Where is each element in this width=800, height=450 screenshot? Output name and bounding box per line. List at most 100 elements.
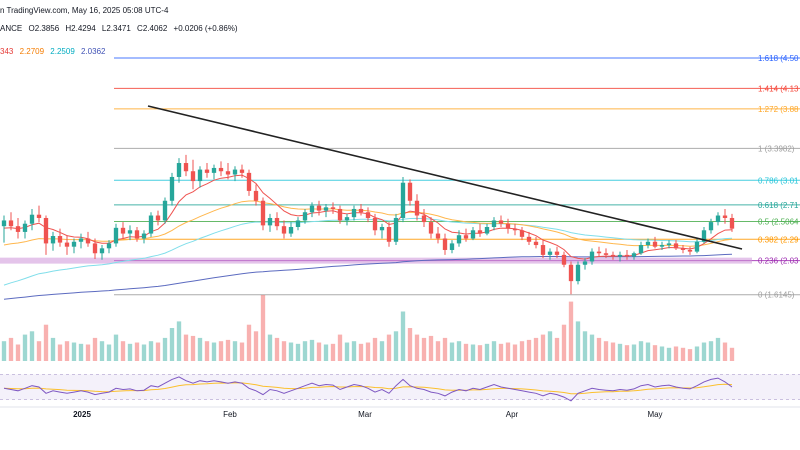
volume-bar — [232, 341, 238, 361]
candle-body — [582, 261, 588, 265]
volume-bar — [512, 344, 518, 361]
volume-bar — [260, 295, 266, 361]
volume-bar — [8, 337, 14, 361]
volume-bar — [15, 344, 21, 361]
volume-bar — [505, 342, 511, 361]
candle-body — [183, 163, 189, 172]
volume-bar — [64, 341, 70, 361]
fib-label-9: 0 (1.6145) — [758, 291, 795, 300]
candle-body — [414, 200, 420, 216]
volume-bar — [85, 344, 91, 361]
candle-body — [652, 241, 658, 247]
fib-label-2: 1.272 (3.88 — [758, 105, 799, 114]
candle-body — [253, 190, 259, 201]
candle-body — [239, 169, 245, 173]
volume-bar — [442, 337, 448, 361]
candle-body — [554, 251, 560, 255]
candle-body — [715, 215, 721, 223]
candle-body — [456, 235, 462, 244]
volume-bar — [204, 341, 210, 361]
candle-body — [435, 233, 441, 239]
volume-bar — [477, 345, 483, 361]
volume-bar — [568, 301, 574, 361]
candle-body — [134, 230, 140, 239]
volume-bar — [533, 337, 539, 361]
x-tick-label: Apr — [506, 410, 519, 419]
volume-bar — [484, 343, 490, 361]
candle-body — [379, 227, 385, 231]
volume-bar — [449, 342, 455, 361]
volume-bar — [722, 342, 728, 361]
volume-bar — [316, 342, 322, 361]
candle-body — [211, 167, 217, 173]
volume-bar — [162, 337, 168, 361]
candle-body — [148, 215, 154, 234]
volume-bar — [295, 343, 301, 361]
volume-bar — [372, 337, 378, 361]
volume-bar — [330, 343, 336, 361]
low-value: L2.3471 — [101, 24, 131, 33]
volume-bar — [134, 342, 140, 361]
ema-mid-value: 2.2709 — [19, 47, 45, 56]
candle-body — [64, 242, 70, 247]
candle-body — [659, 245, 665, 247]
change-value: +0.0206 (+0.86%) — [173, 24, 238, 33]
fib-label-3: 1 (3.3982) — [758, 144, 795, 153]
open-value: O2.3856 — [28, 24, 60, 33]
candle-body — [99, 248, 105, 254]
candle-body — [547, 251, 553, 255]
candle-body — [498, 220, 504, 224]
volume-bar — [351, 341, 357, 361]
candle-body — [603, 253, 609, 255]
candle-body — [8, 220, 14, 227]
x-tick-label: Feb — [223, 410, 237, 419]
volume-bar — [561, 324, 567, 361]
volume-bar — [729, 347, 735, 361]
candle-body — [701, 230, 707, 242]
ema-fast-value: 343 — [0, 47, 14, 56]
candle-body — [491, 220, 497, 228]
volume-bar — [288, 342, 294, 361]
ema-slow-line — [3, 217, 733, 286]
volume-bar — [78, 343, 84, 361]
candle-body — [568, 264, 574, 282]
candle-body — [141, 233, 147, 239]
candle-body — [540, 245, 546, 255]
volume-bar — [694, 346, 700, 361]
candle-body — [260, 200, 266, 226]
volume-bar — [344, 342, 350, 361]
candle-body — [694, 241, 700, 252]
ema-200-line — [3, 253, 733, 300]
candle-body — [57, 236, 63, 243]
candle-body — [176, 163, 182, 177]
candle-body — [477, 230, 483, 234]
volume-bar — [148, 341, 154, 361]
volume-bar — [246, 324, 252, 361]
volume-bar — [715, 337, 721, 361]
volume-bar — [211, 342, 217, 361]
volume-bar — [687, 349, 693, 361]
volume-bar — [498, 343, 504, 361]
candle-body — [470, 230, 476, 239]
candle-body — [442, 238, 448, 250]
candle-body — [484, 227, 490, 234]
candle-body — [617, 254, 623, 257]
volume-bar — [519, 341, 525, 361]
volume-bar — [589, 334, 595, 361]
candle-body — [624, 254, 630, 257]
indicator-values: 343 2.2709 2.2509 2.0362 — [0, 47, 109, 56]
candle-body — [393, 217, 399, 242]
ema-slow-value: 2.2509 — [50, 47, 75, 56]
close-value: C2.4062 — [137, 24, 168, 33]
candle-body — [92, 243, 98, 254]
candle-body — [323, 207, 329, 211]
volume-bar — [113, 334, 119, 361]
candle-body — [351, 208, 357, 218]
candle-body — [729, 217, 735, 229]
candle-body — [281, 226, 287, 234]
volume-bar — [358, 343, 364, 361]
volume-bar — [190, 335, 196, 361]
volume-bar — [610, 342, 616, 361]
candle-body — [162, 200, 168, 221]
